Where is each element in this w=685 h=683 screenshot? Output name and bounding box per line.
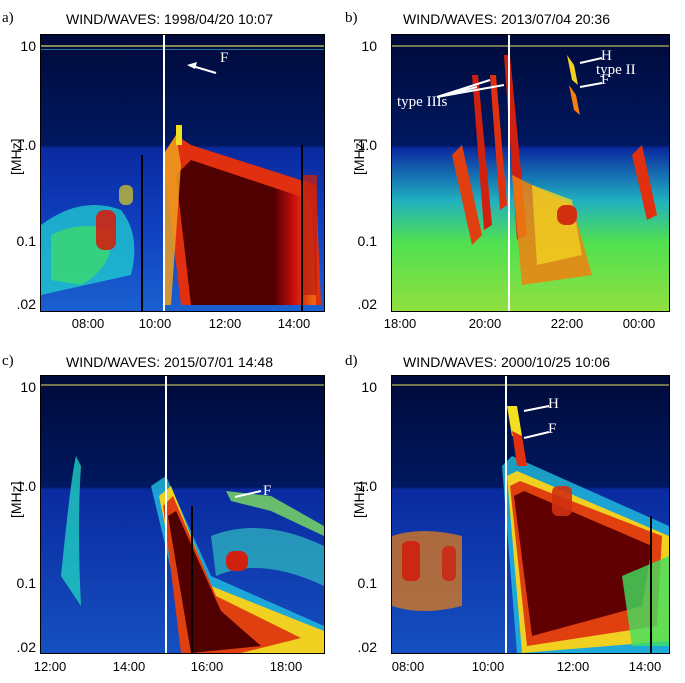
panel-label: a) — [2, 10, 14, 26]
spectrogram — [40, 34, 325, 312]
spectrogram-image — [41, 35, 324, 311]
spectrogram — [40, 375, 325, 654]
x-tick-3: 12:00 — [208, 316, 242, 331]
panel-label: b) — [345, 10, 358, 26]
y-tick-1: 1.0 — [357, 137, 377, 153]
spectrogram — [391, 375, 670, 654]
x-tick-3: 22:00 — [550, 316, 584, 331]
x-tick-3: 16:00 — [190, 659, 224, 674]
annotation-type-ii: type II — [596, 62, 636, 78]
x-tick-3: 12:00 — [556, 659, 590, 674]
panel-c: c) WIND/WAVES: 2015/07/01 14:48 [MHz] 10… — [0, 343, 340, 683]
x-tick-4: 14:00 — [277, 316, 311, 331]
y-tick-0.02: .02 — [357, 296, 377, 312]
y-tick-1: 1.0 — [16, 478, 36, 494]
annotation-h: H — [548, 396, 559, 412]
x-tick-2: 20:00 — [468, 316, 502, 331]
panel-label: c) — [2, 353, 14, 369]
y-tick-0.02: .02 — [16, 639, 36, 655]
y-tick-0.02: .02 — [357, 639, 377, 655]
panel-a: a) WIND/WAVES: 1998/04/20 10:07 [MHz] 10… — [0, 0, 340, 340]
panel-title: WIND/WAVES: 2013/07/04 20:36 — [403, 11, 610, 27]
annotation-f: F — [263, 483, 272, 499]
panel-title: WIND/WAVES: 1998/04/20 10:07 — [66, 11, 273, 27]
x-tick-1: 08:00 — [71, 316, 105, 331]
spectrogram — [391, 34, 670, 312]
x-tick-2: 14:00 — [112, 659, 146, 674]
x-tick-1: 18:00 — [383, 316, 417, 331]
y-tick-0.1: 0.1 — [16, 575, 36, 591]
x-tick-2: 10:00 — [471, 659, 505, 674]
annotation-f: F — [220, 50, 229, 66]
panel-title: WIND/WAVES: 2015/07/01 14:48 — [66, 354, 273, 370]
y-tick-10: 10 — [361, 379, 377, 395]
annotation-type-iiis: type IIIs — [397, 94, 448, 110]
y-tick-10: 10 — [361, 38, 377, 54]
x-tick-2: 10:00 — [138, 316, 172, 331]
panel-d: d) WIND/WAVES: 2000/10/25 10:06 [MHz] 10… — [343, 343, 685, 683]
y-tick-0.1: 0.1 — [16, 233, 36, 249]
spectrogram-image — [41, 376, 324, 653]
panel-label: d) — [345, 353, 358, 369]
x-tick-4: 18:00 — [269, 659, 303, 674]
spectrogram-image — [392, 35, 669, 311]
x-tick-4: 14:00 — [628, 659, 662, 674]
annotation-f: F — [601, 72, 610, 88]
y-tick-1: 1.0 — [16, 137, 36, 153]
panel-b: b) WIND/WAVES: 2013/07/04 20:36 [MHz] 10… — [343, 0, 685, 340]
y-tick-0.1: 0.1 — [357, 233, 377, 249]
panel-title: WIND/WAVES: 2000/10/25 10:06 — [403, 354, 610, 370]
y-tick-1: 1.0 — [357, 478, 377, 494]
x-tick-4: 00:00 — [622, 316, 656, 331]
x-tick-1: 12:00 — [33, 659, 67, 674]
y-tick-10: 10 — [20, 38, 36, 54]
x-tick-1: 08:00 — [391, 659, 425, 674]
y-tick-0.02: .02 — [16, 296, 36, 312]
y-tick-10: 10 — [20, 379, 36, 395]
y-tick-0.1: 0.1 — [357, 575, 377, 591]
annotation-h: H — [601, 48, 612, 64]
annotation-f: F — [548, 421, 557, 437]
spectrogram-image — [392, 376, 669, 653]
